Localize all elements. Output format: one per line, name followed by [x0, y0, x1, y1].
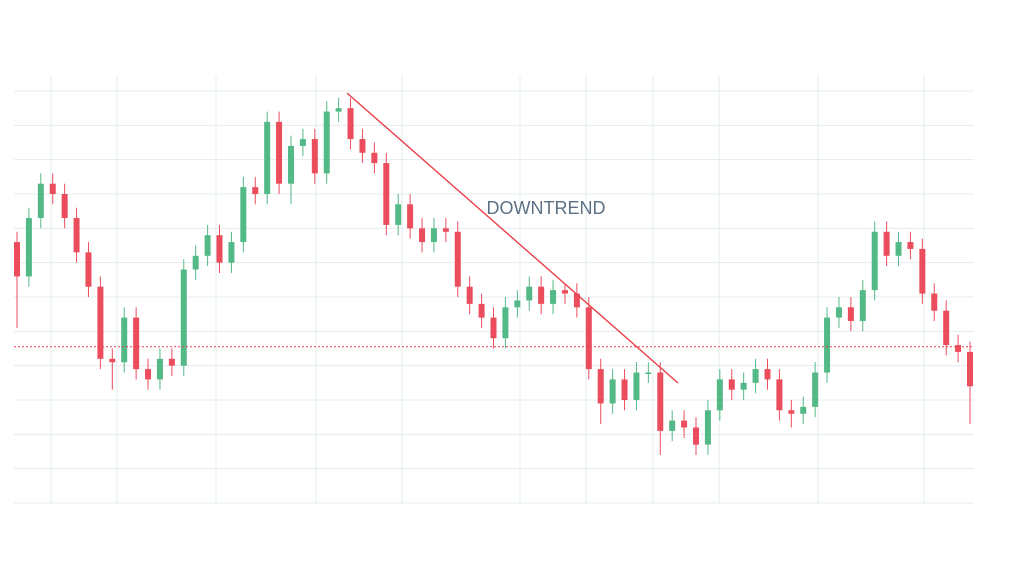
candle-body — [859, 290, 866, 322]
candle-body — [502, 307, 509, 339]
candle-body — [359, 139, 366, 153]
annotation: DOWNTREND — [487, 198, 606, 218]
candle-body — [287, 145, 294, 184]
candle-body — [597, 369, 604, 404]
candle-body — [299, 139, 306, 146]
candle-body — [204, 235, 211, 256]
candle-body — [883, 231, 890, 256]
candle-body — [85, 252, 92, 287]
candle-body — [347, 108, 354, 140]
candle-body — [824, 317, 831, 373]
candle-body — [311, 139, 318, 174]
candle-body — [835, 307, 842, 318]
candle-body — [645, 372, 652, 375]
candle-body — [180, 269, 187, 366]
trend-line — [346, 92, 679, 384]
candle-body — [943, 310, 950, 346]
candle-body — [228, 242, 235, 263]
candle-body — [704, 410, 711, 445]
candle-body — [264, 121, 271, 194]
candle-body — [764, 369, 771, 380]
candle-body — [37, 183, 44, 219]
candle-body — [49, 183, 56, 194]
candle-body — [931, 293, 938, 311]
candle-body — [156, 358, 163, 380]
candle-body — [740, 382, 747, 390]
candle-body — [490, 317, 497, 339]
candle-body — [73, 218, 80, 253]
candle-body — [871, 231, 878, 291]
candle-body — [693, 427, 700, 445]
candle-body — [192, 255, 199, 270]
candle-body — [955, 345, 962, 352]
candle-body — [276, 121, 283, 184]
candle-body — [61, 194, 68, 219]
candle-body — [240, 187, 247, 243]
candle-body — [145, 369, 152, 380]
candle-body — [621, 379, 628, 400]
candle-body — [550, 290, 557, 304]
candle-body — [407, 204, 414, 229]
candle-body — [919, 248, 926, 294]
candle-body — [788, 410, 795, 414]
candle-body — [669, 420, 676, 431]
candle-body — [681, 420, 688, 428]
candle-body — [657, 372, 664, 431]
candle-body — [335, 108, 342, 112]
candle-body — [323, 111, 330, 174]
candle-body — [133, 317, 140, 370]
candle-body — [478, 303, 485, 318]
candle-body — [561, 290, 568, 294]
candle-body — [967, 351, 973, 387]
candle-body — [14, 242, 20, 277]
candle-body — [383, 163, 390, 225]
candle-body — [716, 379, 723, 411]
candle-body — [573, 293, 580, 308]
candle-body — [609, 379, 616, 404]
candle-body — [252, 187, 259, 194]
candle-body — [526, 286, 533, 301]
candle-body — [371, 152, 378, 164]
candle-body — [430, 228, 437, 243]
candle-body — [466, 286, 473, 304]
candle-body — [216, 235, 223, 263]
candle-body — [812, 372, 819, 407]
candle-body — [454, 231, 461, 287]
candle-body — [907, 242, 914, 249]
candle-body — [395, 204, 402, 225]
candle-body — [25, 218, 32, 277]
candle-body — [97, 286, 104, 359]
candle-body — [585, 307, 592, 370]
candle-body — [895, 242, 902, 256]
candle-body — [121, 317, 128, 363]
candle-body — [442, 228, 449, 232]
candle-body — [633, 372, 640, 400]
candle-body — [168, 358, 175, 366]
candle-body — [109, 358, 116, 363]
candle-body — [419, 228, 426, 243]
candle-body — [752, 369, 759, 383]
candle-body — [776, 379, 783, 411]
candle-body — [538, 286, 545, 304]
candle-body — [514, 300, 521, 308]
candle-body — [728, 379, 735, 390]
candles — [14, 97, 974, 455]
candle-body — [847, 307, 854, 322]
candle-body — [800, 406, 807, 414]
horizontal-grid — [14, 90, 974, 504]
vertical-grid — [50, 75, 925, 503]
